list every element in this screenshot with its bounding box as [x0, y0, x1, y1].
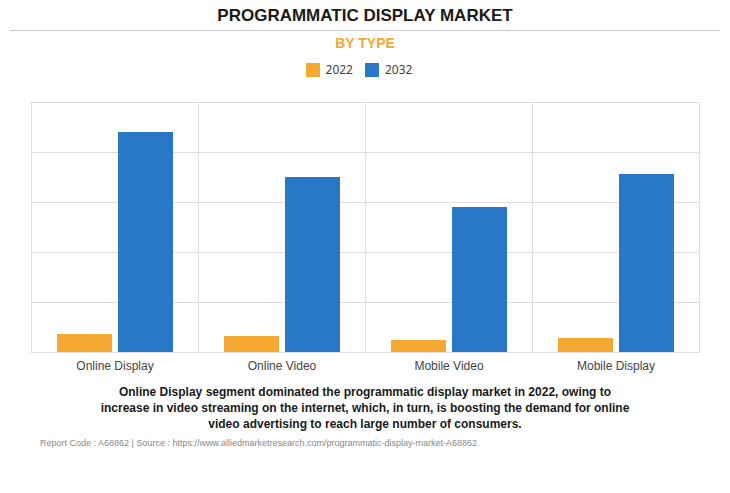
html-text:PROGRAMMATIC DISPLAY MARKET: PROGRAMMATIC DISPLAY MARKET	[217, 6, 513, 25]
svg-text:Mobile Video: Mobile Video	[414, 359, 483, 373]
svg-text:Online Video: Online Video	[248, 359, 317, 373]
svg-text:Mobile Display: Mobile Display	[577, 359, 655, 373]
html-text:increase in video streaming on: increase in video streaming on the inter…	[100, 401, 630, 415]
html-text:2032: 2032	[385, 61, 413, 78]
svg-text:Online Display: Online Display	[76, 359, 153, 373]
html-text:Report Code : A68862 | Source: Report Code : A68862 | Source : https://…	[40, 438, 477, 448]
html-text:video advertising to reach lar: video advertising to reach large number …	[208, 417, 522, 431]
html-text:BY TYPE: BY TYPE	[335, 35, 395, 51]
html-text:Online Display segment dominat: Online Display segment dominated the pro…	[118, 385, 612, 399]
html-text:2022: 2022	[325, 61, 353, 78]
